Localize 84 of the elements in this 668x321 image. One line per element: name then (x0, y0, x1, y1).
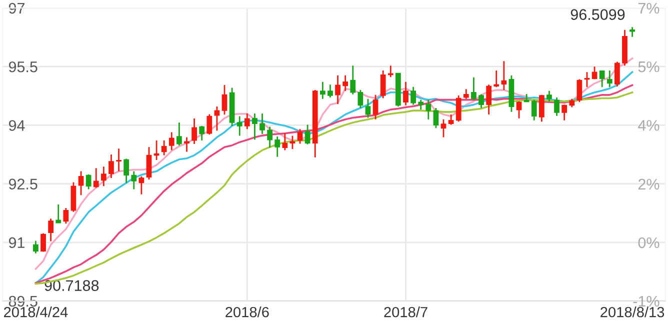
candlestick (606, 70, 612, 88)
candlestick (335, 74, 340, 105)
y2-tick-label: -1% (633, 296, 660, 307)
candlestick (161, 140, 167, 156)
candlestick (440, 118, 446, 138)
candlestick (372, 94, 378, 120)
y-tick-label: 91 (8, 237, 24, 248)
candlestick (516, 100, 522, 120)
x-tick-label: 2018/4/24 (4, 306, 68, 318)
candlestick (206, 114, 212, 136)
candlestick (108, 154, 114, 179)
candlestick (252, 112, 258, 140)
y2-tick-label: 2% (638, 178, 660, 190)
candlestick (86, 174, 92, 190)
y-tick-label: 94 (8, 120, 25, 131)
candlestick (380, 70, 386, 99)
candlestick (176, 122, 182, 146)
candlestick (546, 90, 552, 102)
candlestick (56, 204, 62, 224)
candlestick (63, 207, 69, 224)
candlestick (320, 81, 326, 100)
candlestick (78, 170, 84, 196)
candlestick (592, 66, 598, 80)
candlestick (222, 84, 228, 116)
candlestick (630, 26, 635, 38)
x-tick-label: 2018/6 (226, 306, 269, 318)
candlestick (124, 158, 130, 184)
candlestick (554, 96, 560, 117)
candlestick (297, 128, 303, 144)
candlestick (418, 99, 424, 110)
candlestick (267, 126, 272, 148)
candlestick (365, 98, 371, 118)
candlestick (236, 116, 242, 136)
candlestick (501, 60, 507, 91)
candlestick (244, 112, 250, 130)
candlestick (494, 70, 500, 88)
candlestick (448, 114, 454, 126)
candlestick (599, 70, 605, 88)
candlestick (116, 148, 122, 172)
candlestick (614, 61, 620, 88)
y-tick-label: 95.5 (8, 61, 38, 72)
candlestick (184, 136, 190, 152)
candlestick (93, 167, 99, 188)
candlestick (471, 76, 476, 100)
candlestick (168, 132, 174, 151)
candlestick (426, 99, 432, 120)
candlestick (138, 176, 144, 196)
candlestick (342, 74, 348, 92)
y2-tick-label: 5% (638, 61, 660, 72)
candlestick (403, 81, 408, 106)
candlestick (48, 218, 54, 242)
candlestick (282, 132, 288, 151)
annotation: 90.7188 (44, 280, 99, 291)
candlestick (562, 104, 568, 122)
candlestick (214, 106, 220, 132)
candlestick (433, 107, 439, 129)
y2-tick-label: 7% (638, 2, 660, 14)
candlestick (33, 240, 38, 254)
y2-tick-label: 0% (638, 237, 660, 248)
candlestick (274, 136, 280, 158)
candlestick (260, 112, 265, 135)
candlestick (131, 170, 137, 190)
x-tick-label: 2018/7 (384, 306, 428, 318)
candlestick (304, 124, 310, 146)
candlestick (358, 89, 364, 109)
candlestick (576, 78, 582, 103)
candlestick (478, 94, 484, 109)
candlestick (486, 84, 492, 116)
candlestick (199, 125, 205, 142)
candlestick (146, 146, 152, 180)
y-tick-label: 92.5 (8, 178, 38, 190)
candlestick (463, 88, 469, 100)
candlestick (40, 232, 46, 252)
candlestick (410, 86, 416, 106)
candlestick (456, 94, 462, 122)
x-tick-label: 2018/8/13 (600, 306, 664, 318)
candlestick (328, 84, 333, 98)
y2-tick-label: 4% (638, 120, 660, 131)
candlestick (538, 94, 544, 122)
candlestick (350, 64, 356, 96)
candlestick (531, 99, 537, 122)
candlestick (192, 118, 197, 145)
annotation: 96.5099 (570, 9, 625, 20)
candlestick (100, 166, 106, 187)
